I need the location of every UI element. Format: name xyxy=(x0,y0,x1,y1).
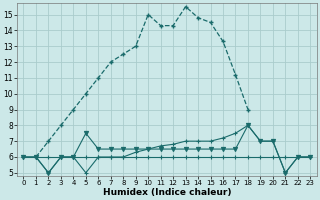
X-axis label: Humidex (Indice chaleur): Humidex (Indice chaleur) xyxy=(103,188,231,197)
